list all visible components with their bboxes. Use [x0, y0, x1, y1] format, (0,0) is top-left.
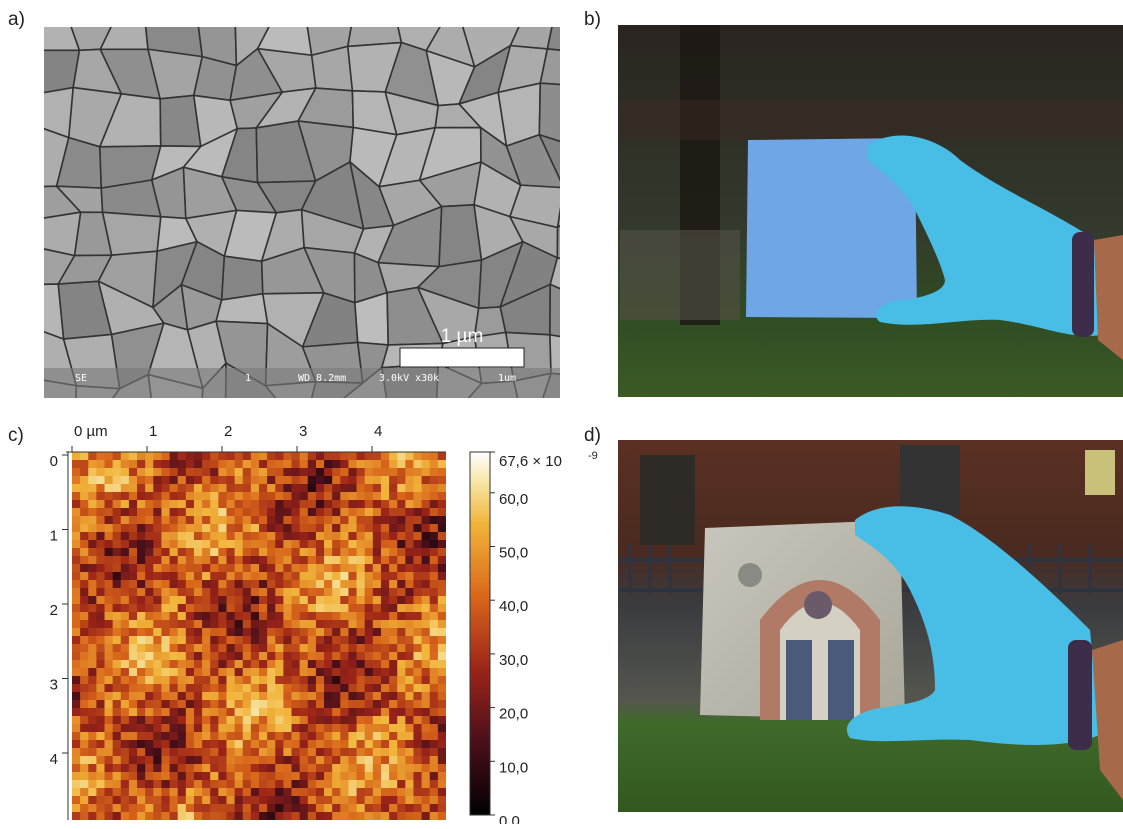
scale-bar: [400, 348, 524, 367]
y-tick-label: 3: [50, 676, 58, 693]
sem-info: SE: [75, 373, 87, 384]
figure: a) 1 µm SE 1 WD 8.2mm 3.0kV x30k 1um b) …: [0, 0, 1123, 824]
colorbar-label: 40,0: [499, 598, 528, 615]
afm-map: [72, 452, 447, 821]
sem-info: WD 8.2mm: [298, 373, 346, 384]
panel-label: b): [584, 9, 601, 30]
x-tick-label: 0 µm: [74, 423, 108, 440]
panel-label: d): [584, 425, 601, 446]
y-tick-label: 0: [50, 453, 58, 470]
colorbar-label: 10,0: [499, 759, 528, 776]
x-tick-label: 3: [299, 423, 307, 440]
scale-bar-label: 1 µm: [441, 326, 484, 347]
panel-label: a): [8, 9, 25, 30]
colorbar-exponent: -9: [588, 450, 598, 462]
colorbar-label: 30,0: [499, 652, 528, 669]
colorbar-label: 67,6 × 10: [499, 453, 562, 470]
photo-b: [618, 25, 1123, 397]
panel-label: c): [8, 425, 24, 446]
x-tick-label: 2: [224, 423, 232, 440]
sem-info: 3.0kV x30k: [379, 373, 439, 384]
y-tick-label: 4: [50, 751, 58, 768]
x-tick-label: 1: [149, 423, 157, 440]
y-tick-label: 1: [50, 527, 58, 544]
x-tick-label: 4: [374, 423, 382, 440]
sem-info: 1: [245, 373, 251, 384]
colorbar-label: 50,0: [499, 544, 528, 561]
photo-d: [618, 440, 1123, 812]
colorbar: [470, 452, 490, 815]
y-tick-label: 2: [50, 602, 58, 619]
sem-info: 1um: [498, 373, 516, 384]
colorbar-label: 20,0: [499, 706, 528, 723]
colorbar-label: 60,0: [499, 491, 528, 508]
colorbar-label: 0,0: [499, 813, 520, 824]
